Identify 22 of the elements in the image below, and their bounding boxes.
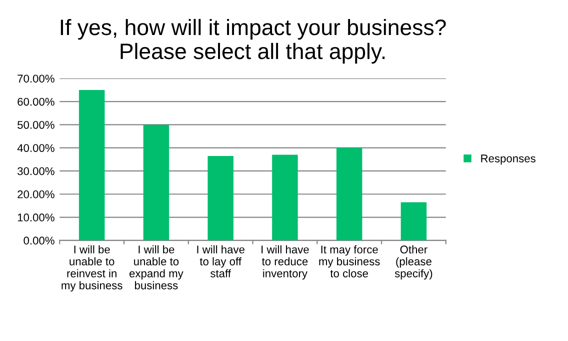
legend-label: Responses — [481, 154, 536, 165]
x-tick-label: I will be unable to expand my business — [130, 245, 184, 290]
y-tick-label: 20.00% — [18, 190, 54, 198]
x-tick-label: I will be unable to reinvest in my business — [62, 245, 122, 292]
y-tick-label: 0.00% — [24, 236, 54, 245]
x-tick-label: I will have to reduce inventory — [262, 245, 309, 280]
y-tick-label: 10.00% — [18, 214, 54, 222]
bar — [78, 90, 105, 240]
y-tick-label: 60.00% — [18, 98, 54, 106]
y-tick-label: 70.00% — [18, 74, 54, 83]
bar — [272, 154, 298, 240]
bar — [336, 148, 362, 240]
y-tick-label: 40.00% — [17, 144, 54, 152]
bar — [400, 202, 427, 240]
x-tick-label: I will have to lay off staff — [197, 245, 244, 278]
y-tick-label: 30.00% — [18, 167, 54, 176]
x-tick-label: Other (please specify) — [394, 245, 432, 280]
x-tick-label: It may force my business to close — [319, 245, 380, 278]
bar — [208, 156, 234, 240]
bar — [143, 124, 170, 240]
y-tick-label: 50.00% — [18, 120, 54, 129]
chart-title: If yes, how will it impact your business? Please select all that apply. — [60, 18, 446, 64]
